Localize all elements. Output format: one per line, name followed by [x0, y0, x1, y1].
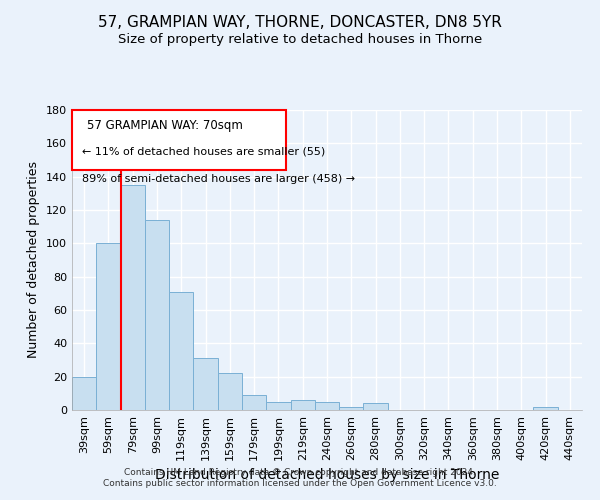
Bar: [121, 185, 145, 410]
Text: 57, GRAMPIAN WAY, THORNE, DONCASTER, DN8 5YR: 57, GRAMPIAN WAY, THORNE, DONCASTER, DN8…: [98, 15, 502, 30]
Bar: [72, 376, 96, 410]
Bar: [533, 406, 558, 410]
Bar: [266, 402, 290, 410]
Text: Contains HM Land Registry data © Crown copyright and database right 2024.
Contai: Contains HM Land Registry data © Crown c…: [103, 468, 497, 487]
Bar: [339, 406, 364, 410]
Text: Distribution of detached houses by size in Thorne: Distribution of detached houses by size …: [155, 468, 499, 481]
Bar: [364, 404, 388, 410]
Bar: [96, 244, 121, 410]
Y-axis label: Number of detached properties: Number of detached properties: [28, 162, 40, 358]
Bar: [218, 374, 242, 410]
Text: ← 11% of detached houses are smaller (55): ← 11% of detached houses are smaller (55…: [82, 146, 325, 156]
Bar: [242, 395, 266, 410]
Bar: [193, 358, 218, 410]
Text: 57 GRAMPIAN WAY: 70sqm: 57 GRAMPIAN WAY: 70sqm: [88, 119, 243, 132]
Bar: [145, 220, 169, 410]
Bar: [315, 402, 339, 410]
Bar: [169, 292, 193, 410]
Bar: [290, 400, 315, 410]
Text: 89% of semi-detached houses are larger (458) →: 89% of semi-detached houses are larger (…: [82, 174, 355, 184]
FancyBboxPatch shape: [72, 110, 286, 170]
Text: Size of property relative to detached houses in Thorne: Size of property relative to detached ho…: [118, 32, 482, 46]
